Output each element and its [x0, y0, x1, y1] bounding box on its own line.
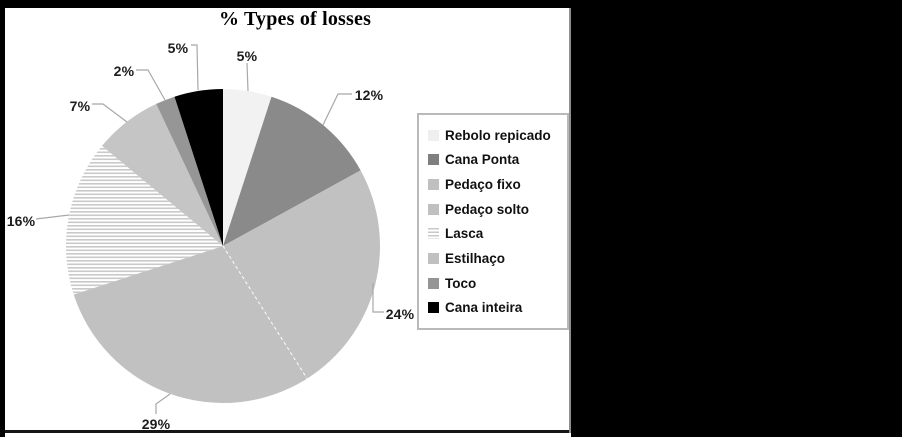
legend-label-toco: Toco: [445, 275, 477, 291]
legend-item-cana-ponta: Cana Ponta: [428, 152, 565, 167]
legend-label-rebolo-repicado: Rebolo repicado: [445, 127, 551, 143]
pie-chart: [35, 44, 384, 414]
pie-slice-cana-ponta: [223, 96, 361, 246]
legend-label-estilhaco: Estilhaço: [445, 250, 506, 266]
legend-item-rebolo-repicado: Rebolo repicado: [428, 128, 565, 143]
legend-label-lasca: Lasca: [445, 226, 484, 242]
legend-item-estilhaco: Estilhaço: [428, 251, 565, 266]
slice-label-cana-inteira: 5%: [167, 40, 189, 56]
legend-box: Rebolo repicado Cana Ponta Pedaço fixo Peda…: [417, 113, 569, 330]
legend-swatch-cana-inteira: [428, 302, 439, 314]
leader-line-pedaco-fixo: [372, 283, 384, 313]
slice-label-cana-ponta: 12%: [354, 87, 384, 103]
leader-line-rebolo-repicado: [246, 62, 249, 92]
legend-swatch-lasca: [428, 228, 439, 240]
legend-swatch-rebolo-repicado: [428, 129, 439, 141]
legend-swatch-cana-ponta: [428, 154, 439, 166]
legend-label-pedaco-solto: Pedaço solto: [445, 201, 530, 217]
slice-label-pedaco-fixo: 24%: [385, 306, 415, 322]
legend-item-lasca: Lasca: [428, 226, 565, 241]
pie-slices: [66, 89, 381, 404]
slice-label-rebolo-repicado: 5%: [236, 48, 258, 64]
legend-swatch-pedaco-solto: [428, 203, 439, 215]
legend-item-toco: Toco: [428, 276, 565, 291]
pie-slice-cana-inteira: [174, 89, 223, 246]
legend-item-pedaco-solto: Pedaço solto: [428, 202, 565, 217]
pie-slice-toco: [156, 96, 223, 246]
slice-divider-dashed: [222, 245, 308, 379]
leader-line-pedaco-solto: [155, 393, 171, 414]
slice-label-pedaco-solto: 29%: [141, 416, 171, 432]
pie-slice-estilhaco: [102, 103, 223, 247]
pie-slice-pedaco-solto: [73, 246, 308, 404]
leader-line-toco: [136, 69, 166, 101]
slice-label-toco: 2%: [113, 63, 135, 79]
chart-title: % Types of losses: [218, 8, 372, 30]
pie-slice-lasca: [66, 145, 223, 295]
leader-line-cana-inteira: [191, 44, 199, 91]
legend-label-cana-inteira: Cana inteira: [445, 300, 523, 316]
pie-slice-rebolo-repicado: [223, 89, 272, 246]
legend-label-cana-ponta: Cana Ponta: [445, 152, 520, 168]
slice-label-lasca: 16%: [6, 213, 36, 229]
leader-line-lasca: [35, 214, 70, 220]
legend-label-pedaco-fixo: Pedaço fixo: [445, 176, 521, 192]
legend-item-cana-inteira: Cana inteira: [428, 300, 565, 315]
leader-lines: [35, 44, 384, 414]
slice-label-estilhaco: 7%: [69, 98, 91, 114]
leader-line-estilhaco: [92, 103, 128, 123]
chart-figure: % Types of losses 5% 12% 24% 29% 16% 7% 2% 5% R…: [5, 8, 571, 437]
figure-bottom-border: [5, 430, 571, 433]
legend-swatch-estilhaco: [428, 252, 439, 264]
figure-right-border: [569, 8, 571, 433]
legend-swatch-toco: [428, 277, 439, 289]
legend-item-pedaco-fixo: Pedaço fixo: [428, 177, 565, 192]
pie-slice-pedaco-fixo: [223, 170, 381, 379]
leader-line-cana-ponta: [322, 93, 352, 126]
legend-swatch-pedaco-fixo: [428, 178, 439, 190]
